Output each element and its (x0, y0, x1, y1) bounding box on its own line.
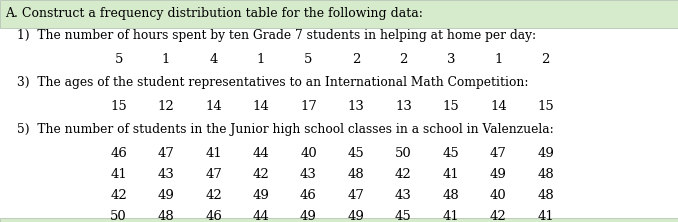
Text: 1: 1 (257, 54, 265, 66)
Text: 4: 4 (210, 54, 218, 66)
Text: 45: 45 (443, 147, 459, 160)
Text: 48: 48 (443, 189, 459, 202)
Text: 47: 47 (348, 189, 364, 202)
Text: 42: 42 (490, 210, 506, 222)
Text: 42: 42 (205, 189, 222, 202)
Text: 41: 41 (443, 210, 459, 222)
Text: 3)  The ages of the student representatives to an International Math Competition: 3) The ages of the student representativ… (17, 76, 528, 89)
Text: 3: 3 (447, 54, 455, 66)
Text: 47: 47 (205, 168, 222, 181)
Text: 48: 48 (348, 168, 364, 181)
Text: 49: 49 (253, 189, 269, 202)
Text: 17: 17 (300, 100, 317, 113)
Text: 49: 49 (348, 210, 364, 222)
Text: 5)  The number of students in the Junior high school classes in a school in Vale: 5) The number of students in the Junior … (17, 123, 554, 136)
Text: 15: 15 (538, 100, 554, 113)
Text: 41: 41 (443, 168, 459, 181)
Text: 13: 13 (395, 100, 412, 113)
Text: 42: 42 (253, 168, 269, 181)
Text: 47: 47 (490, 147, 506, 160)
Text: 15: 15 (443, 100, 459, 113)
Text: 50: 50 (395, 147, 412, 160)
Text: 5: 5 (304, 54, 313, 66)
Text: 1: 1 (162, 54, 170, 66)
Text: 45: 45 (395, 210, 412, 222)
Text: 2: 2 (352, 54, 360, 66)
Text: 43: 43 (158, 168, 174, 181)
Text: 40: 40 (300, 147, 317, 160)
Text: 48: 48 (538, 168, 554, 181)
Text: 1)  The number of hours spent by ten Grade 7 students in helping at home per day: 1) The number of hours spent by ten Grad… (17, 29, 536, 42)
Text: 50: 50 (111, 210, 127, 222)
Text: 49: 49 (490, 168, 506, 181)
Text: 49: 49 (300, 210, 317, 222)
Text: 44: 44 (253, 210, 269, 222)
FancyBboxPatch shape (0, 0, 678, 28)
Text: 2: 2 (542, 54, 550, 66)
Text: 45: 45 (348, 147, 364, 160)
Text: 15: 15 (111, 100, 127, 113)
Text: 48: 48 (158, 210, 174, 222)
Text: 41: 41 (538, 210, 554, 222)
Text: 43: 43 (300, 168, 317, 181)
Text: 41: 41 (205, 147, 222, 160)
Text: 2: 2 (399, 54, 407, 66)
Text: 14: 14 (205, 100, 222, 113)
Text: 49: 49 (158, 189, 174, 202)
Text: 5: 5 (115, 54, 123, 66)
Text: 42: 42 (395, 168, 412, 181)
Text: 41: 41 (111, 168, 127, 181)
Text: 46: 46 (205, 210, 222, 222)
Text: 47: 47 (158, 147, 174, 160)
Text: 46: 46 (111, 147, 127, 160)
Text: 12: 12 (158, 100, 174, 113)
Text: 46: 46 (300, 189, 317, 202)
Text: 42: 42 (111, 189, 127, 202)
Text: 48: 48 (538, 189, 554, 202)
Text: 49: 49 (538, 147, 554, 160)
Text: 14: 14 (253, 100, 269, 113)
Text: A. Construct a frequency distribution table for the following data:: A. Construct a frequency distribution ta… (5, 8, 423, 20)
Text: 1: 1 (494, 54, 502, 66)
Text: 13: 13 (348, 100, 364, 113)
Text: 44: 44 (253, 147, 269, 160)
Text: 14: 14 (490, 100, 506, 113)
FancyBboxPatch shape (0, 218, 678, 222)
Text: 43: 43 (395, 189, 412, 202)
Text: 40: 40 (490, 189, 506, 202)
